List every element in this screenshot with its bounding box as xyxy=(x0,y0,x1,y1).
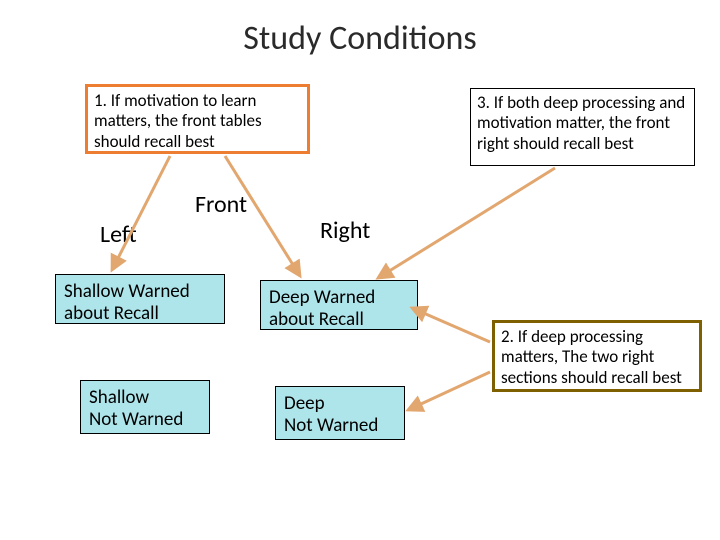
hypothesis-3-box: 3. If both deep processing and motivatio… xyxy=(470,88,695,166)
arrow xyxy=(112,156,170,270)
arrows-layer xyxy=(0,0,720,540)
cond-shallow-notwarned: Shallow Not Warned xyxy=(80,380,210,434)
cond-shallow-warned: Shallow Warned about Recall xyxy=(55,274,225,324)
page-title: Study Conditions xyxy=(0,18,720,59)
hypothesis-2-box: 2. If deep processing matters, The two r… xyxy=(492,320,702,392)
arrow xyxy=(378,168,555,278)
arrow xyxy=(408,372,490,410)
label-left: Left xyxy=(100,220,137,249)
label-right: Right xyxy=(320,216,370,245)
label-front: Front xyxy=(195,190,247,219)
diagram-stage: Study Conditions 1. If motivation to lea… xyxy=(0,0,720,540)
arrow xyxy=(412,308,490,342)
hypothesis-1-box: 1. If motivation to learn matters, the f… xyxy=(85,84,310,154)
cond-deep-notwarned: Deep Not Warned xyxy=(275,386,405,440)
cond-deep-warned: Deep Warned about Recall xyxy=(260,280,418,330)
